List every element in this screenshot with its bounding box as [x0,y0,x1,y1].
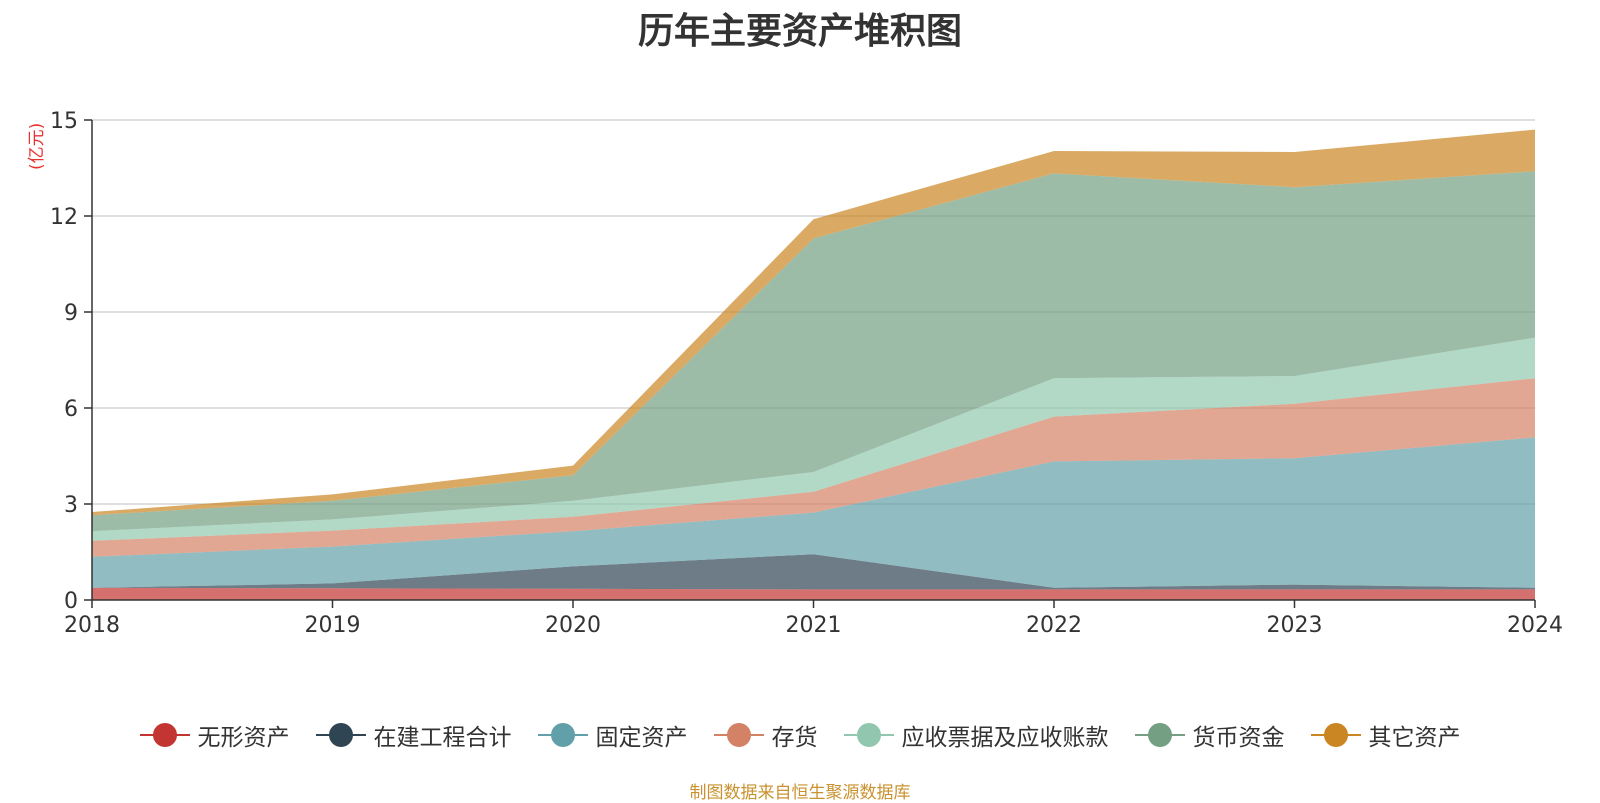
area-series-6 [92,129,1535,516]
legend-label: 无形资产 [197,725,290,751]
legend-swatch-icon [537,722,588,748]
legend: 无形资产 在建工程合计 固定资产 存货 应收票据及应收账款 货币资金 其它资产 [0,718,1600,752]
x-tick-label: 2021 [786,613,842,638]
legend-item[interactable]: 应收票据及应收账款 [843,718,1109,752]
series-areas [92,129,1535,600]
axes: 0 3 6 9 12 15 2018 2019 2020 2021 2022 2023 2024 [50,109,1563,638]
legend-swatch-icon [1134,722,1185,748]
x-tick-label: 2020 [545,613,601,638]
legend-item[interactable]: 货币资金 [1134,718,1285,752]
legend-item[interactable]: 其它资产 [1310,718,1461,752]
legend-swatch-icon [713,722,764,748]
legend-item[interactable]: 在建工程合计 [315,718,512,752]
y-tick-label: 15 [50,109,78,134]
x-tick-label: 2018 [64,613,120,638]
legend-label: 在建工程合计 [373,725,512,751]
y-tick-label: 12 [50,205,78,230]
legend-item[interactable]: 存货 [713,718,818,752]
chart-title: 历年主要资产堆积图 [637,11,962,52]
legend-item[interactable]: 无形资产 [139,718,290,752]
legend-swatch-icon [1310,722,1361,748]
area-series-5 [92,171,1535,532]
area-series-0 [92,587,1535,600]
x-tick-label: 2022 [1026,613,1082,638]
area-series-4 [92,337,1535,541]
area-series-1 [92,554,1535,590]
y-tick-label: 6 [64,397,78,422]
legend-label: 固定资产 [595,725,688,751]
legend-swatch-icon [315,722,366,748]
x-tick-label: 2024 [1507,613,1563,638]
y-tick-label: 3 [64,493,78,518]
x-tick-label: 2023 [1267,613,1323,638]
legend-label: 其它资产 [1368,725,1461,751]
legend-swatch-icon [843,722,894,748]
legend-label: 存货 [771,725,818,751]
legend-item[interactable]: 固定资产 [537,718,688,752]
y-tick-label: 9 [64,301,78,326]
legend-label: 货币资金 [1192,725,1285,751]
area-series-3 [92,378,1535,557]
legend-label: 应收票据及应收账款 [901,725,1109,751]
y-tick-label: 0 [64,589,78,614]
x-tick-label: 2019 [305,613,361,638]
legend-swatch-icon [139,722,190,748]
source-note: 制图数据来自恒生聚源数据库 [689,783,911,803]
